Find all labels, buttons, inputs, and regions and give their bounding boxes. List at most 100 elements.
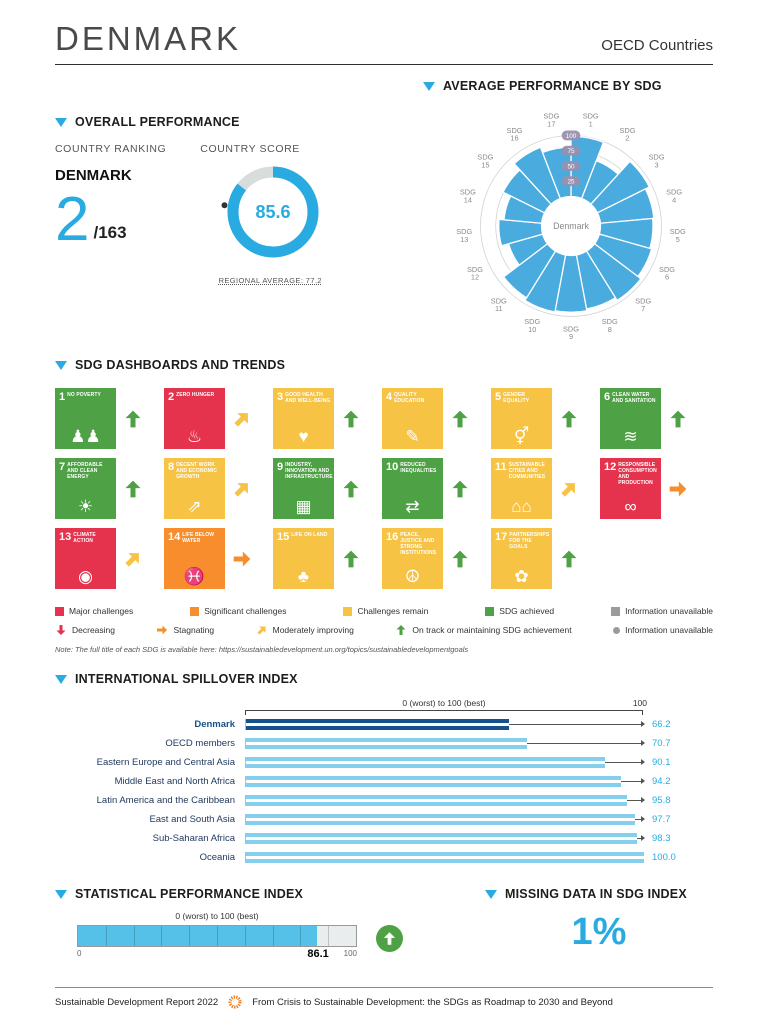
spillover-extension-line	[620, 781, 644, 782]
spillover-extension-line	[604, 762, 644, 763]
country-title: DENMARK	[55, 20, 242, 57]
sdg-tile-1: 1 NO POVERTY ♟♟	[55, 388, 116, 449]
missing-data-value: 1%	[571, 911, 627, 953]
spillover-axis: 0 (worst) to 100 (best) 100	[55, 698, 713, 715]
sdg-pictogram-icon: ✿	[514, 567, 529, 586]
sdg-pictogram-icon: ⌂⌂	[511, 497, 532, 516]
section-marker-icon	[55, 360, 67, 370]
spillover-row: Latin America and the Caribbean 95.8	[55, 791, 713, 810]
radial-axis-badge	[561, 145, 581, 156]
spillover-plot	[245, 833, 645, 844]
sdg-title: GENDER EQUALITY	[503, 392, 530, 404]
spi-max-label: 100	[343, 949, 357, 958]
radial-sdg-label: SDG 9	[563, 324, 579, 341]
country-score-block: COUNTRY SCORE 85.6 REGIONAL AVERAGE: 77.…	[200, 143, 340, 285]
trend-arrow-up-icon	[452, 410, 468, 427]
sdg-pictogram-icon: ∞	[624, 497, 637, 516]
sdg-trend	[341, 549, 361, 569]
sdg-pictogram-icon: ▦	[295, 497, 312, 516]
arrowhead-icon	[641, 759, 645, 765]
spillover-bar	[246, 757, 605, 768]
spillover-value: 70.7	[652, 738, 671, 749]
sdg-trend	[559, 409, 579, 429]
legend-item: SDG achieved	[485, 606, 554, 616]
sdg-number: 4	[386, 391, 393, 403]
sdg-number: 1	[59, 391, 66, 403]
sdg-trend	[668, 409, 688, 429]
gauge-tick	[105, 926, 107, 946]
sdg-number: 10	[386, 461, 399, 473]
trend-arrow-up-icon	[125, 480, 141, 497]
sdg-pictogram-icon: ⇗	[187, 497, 202, 516]
sdg-cell-7: 7 AFFORDABLE AND CLEAN ENERGY ☀	[55, 458, 164, 519]
trend-legend: Decreasing Stagnating Moderately improving…	[55, 624, 713, 636]
sdg-pictogram-icon: ♣	[297, 567, 310, 586]
trend-arrow-right-icon	[157, 625, 168, 635]
radial-sdg-label: SDG 17	[543, 112, 559, 129]
sdg-trend	[668, 479, 688, 499]
sdg-pictogram-icon: ☮	[404, 567, 421, 586]
axis-line	[245, 710, 643, 715]
sdg-cell-9: 9 INDUSTRY, INNOVATION AND INFRASTRUCTURE…	[273, 458, 382, 519]
radial-sdg-label: SDG 3	[649, 152, 665, 169]
radial-center-label: Denmark	[553, 221, 589, 231]
sdg-cell-13: 13 CLIMATE ACTION ◉	[55, 528, 164, 589]
radial-sdg-label: SDG 16	[507, 126, 523, 143]
spillover-row: OECD members 70.7	[55, 734, 713, 753]
sdg-cell-12: 12 RESPONSIBLE CONSUMPTION AND PRODUCTION…	[600, 458, 709, 519]
legend-label: Decreasing	[72, 625, 115, 635]
sdg-tile-3: 3 GOOD HEALTH AND WELL-BEING ♥	[273, 388, 334, 449]
sdg-title: LIFE ON LAND	[291, 532, 328, 538]
sdg-tile-11: 11 SUSTAINABLE CITIES AND COMMUNITIES ⌂⌂	[491, 458, 552, 519]
sdg-title: AFFORDABLE AND CLEAN ENERGY	[67, 462, 103, 480]
overall-performance-header: OVERALL PERFORMANCE	[55, 115, 423, 129]
sdg-trend	[559, 549, 579, 569]
sdg-title: GOOD HEALTH AND WELL-BEING	[285, 392, 331, 404]
spillover-label: Denmark	[194, 719, 235, 730]
sdg-tile-15: 15 LIFE ON LAND ♣	[273, 528, 334, 589]
status-swatch-icon	[343, 606, 353, 616]
sdg-trend	[341, 409, 361, 429]
sdg-trend	[232, 409, 252, 429]
spillover-plot	[245, 757, 645, 768]
radial-axis-tick-label: 75	[567, 148, 575, 155]
sdg-pictogram-icon: ♟♟	[70, 427, 101, 446]
trend-arrow-up-icon	[452, 550, 468, 567]
sdg-pictogram-icon: ✎	[405, 427, 420, 446]
top-section: OVERALL PERFORMANCE COUNTRY RANKING DENM…	[55, 79, 713, 354]
sdg-number: 6	[604, 391, 611, 403]
missing-data-header: MISSING DATA IN SDG INDEX	[485, 887, 713, 901]
radial-sdg-label: SDG 6	[659, 265, 675, 282]
radial-sector-sdg4	[596, 188, 655, 224]
radial-sdg-label: SDG 7	[635, 296, 651, 313]
spillover-bar	[246, 795, 628, 806]
legend-label: Significant challenges	[204, 606, 287, 616]
sdg-title: LIFE BELOW WATER	[182, 532, 215, 544]
sdg-tile-9: 9 INDUSTRY, INNOVATION AND INFRASTRUCTURE…	[273, 458, 334, 519]
spillover-value: 94.2	[652, 776, 671, 787]
sdg-tile-10: 10 REDUCED INEQUALITIES ⇄	[382, 458, 443, 519]
trend-arrow-upright-icon	[257, 626, 266, 635]
ranking-label: COUNTRY RANKING	[55, 143, 167, 155]
spillover-label: Middle East and North Africa	[114, 776, 235, 787]
section-marker-icon	[485, 889, 497, 899]
arrowhead-icon	[641, 721, 645, 727]
trend-arrow-up-icon	[670, 410, 686, 427]
spillover-label: Oceania	[199, 852, 235, 863]
trend-arrow-up-icon	[343, 410, 359, 427]
sdg-trend	[123, 549, 143, 569]
spi-gauge-labels: 0 86.1 100	[77, 947, 357, 963]
regional-average-dot	[221, 202, 228, 209]
rank-value-row: 2 /163	[55, 189, 166, 251]
legend-item: On track or maintaining SDG achievement	[395, 624, 572, 636]
spi-trend-badge	[376, 925, 403, 952]
legend-item: Information unavailable	[611, 606, 713, 616]
spillover-extension-line	[527, 743, 644, 744]
status-swatch-icon	[55, 606, 64, 616]
sdg-number: 15	[277, 531, 290, 543]
spillover-label: Latin America and the Caribbean	[96, 795, 235, 806]
sdg-cell-4: 4 QUALITY EDUCATION ✎	[382, 388, 491, 449]
sdg-pictogram-icon: ≋	[623, 427, 638, 446]
arrowhead-icon	[641, 835, 645, 841]
